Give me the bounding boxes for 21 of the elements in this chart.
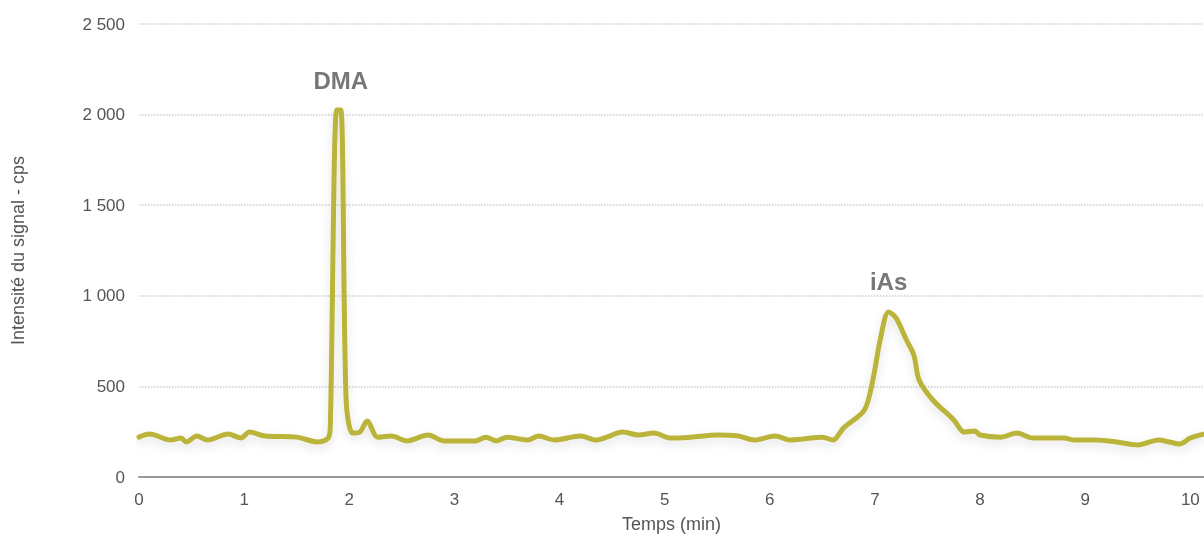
y-tick-label: 0 (115, 467, 125, 487)
x-tick-label: 10 (1180, 490, 1200, 509)
y-tick-label: 2 500 (82, 14, 125, 34)
x-tick-label: 3 (449, 490, 460, 509)
x-tick-label: 1 (239, 490, 249, 509)
x-tick-label: 6 (765, 490, 775, 509)
x-axis-title: Temps (min) (621, 514, 722, 534)
y-tick-label: 1 000 (82, 286, 125, 306)
y-tick-label: 2 000 (82, 105, 125, 125)
x-tick-label: 7 (870, 490, 880, 509)
x-tick-label: 0 (134, 490, 144, 509)
x-tick-label: 8 (975, 490, 985, 509)
y-tick-label: 500 (96, 376, 125, 396)
y-axis-title: Intensité du signal - cps (8, 155, 28, 346)
x-tick-label: 9 (1080, 490, 1090, 509)
x-tick-label: 5 (659, 490, 670, 509)
x-tick-label: 2 (344, 490, 354, 509)
annotation: DMA (313, 66, 369, 94)
annotation: iAs (869, 268, 908, 296)
y-tick-label: 1 500 (82, 195, 125, 215)
x-tick-label: 4 (554, 490, 565, 509)
